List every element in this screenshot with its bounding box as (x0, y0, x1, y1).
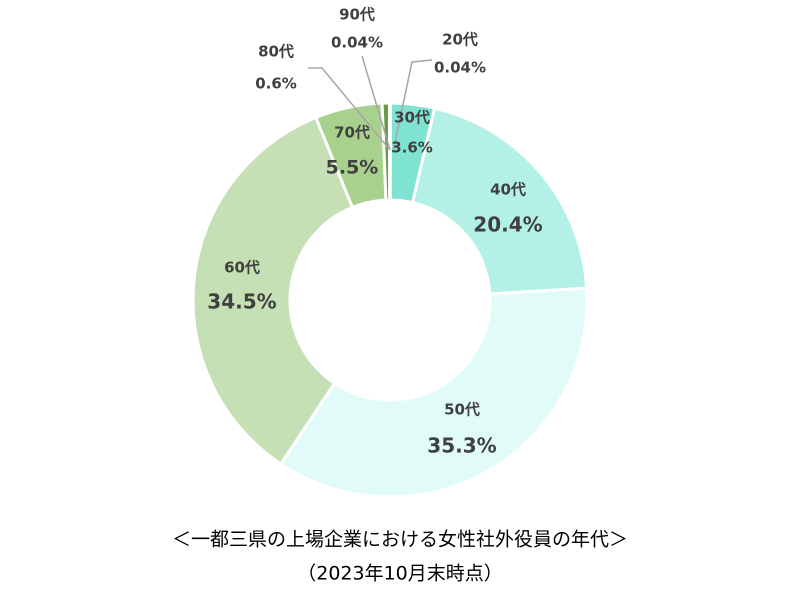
category-label: 30代 (394, 109, 430, 127)
category-label: 40代 (490, 181, 526, 199)
category-label: 50代 (444, 401, 480, 419)
leader-line (361, 55, 391, 151)
value-label: 3.6% (391, 139, 433, 157)
value-label: 20.4% (473, 213, 542, 237)
value-label: 5.5% (326, 157, 379, 179)
category-label: 60代 (224, 259, 260, 277)
donut-slice (191, 115, 355, 467)
donut-slice (410, 106, 589, 296)
value-label: 0.04% (434, 59, 486, 77)
chart-subtitle: （2023年10月末時点） (297, 563, 503, 585)
leader-line (308, 67, 391, 151)
category-label: 20代 (442, 31, 478, 49)
category-label: 70代 (334, 124, 370, 142)
donut-slice (278, 286, 589, 499)
value-label: 0.04% (331, 34, 383, 52)
leader-line (392, 59, 433, 153)
value-label: 35.3% (427, 434, 496, 458)
chart-title: ＜一都三県の上場企業における女性社外役員の年代＞ (172, 529, 628, 551)
value-label: 34.5% (207, 290, 276, 314)
value-label: 0.6% (255, 75, 297, 93)
category-label: 80代 (258, 43, 294, 61)
category-label: 90代 (339, 6, 375, 24)
